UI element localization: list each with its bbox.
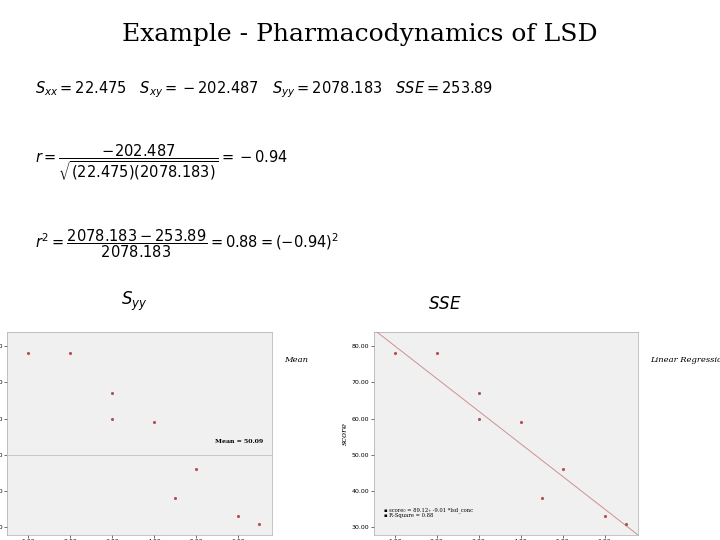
Point: [64, 349, 76, 358]
Point: [22, 349, 34, 358]
Text: $r = \dfrac{-202.487}{\sqrt{(22.475)(2078.183)}} = -0.94$: $r = \dfrac{-202.487}{\sqrt{(22.475)(207…: [35, 143, 289, 183]
Point: [431, 349, 442, 358]
Point: [473, 414, 485, 423]
Point: [169, 494, 181, 503]
Point: [620, 519, 631, 528]
Text: $S_{yy}$: $S_{yy}$: [121, 289, 148, 313]
Point: [253, 519, 265, 528]
Point: [599, 512, 611, 521]
Y-axis label: score: score: [341, 422, 349, 444]
Text: Example - Pharmacodynamics of LSD: Example - Pharmacodynamics of LSD: [122, 23, 598, 45]
Point: [190, 465, 202, 474]
Point: [233, 512, 244, 521]
Text: Mean = 50.09: Mean = 50.09: [215, 440, 264, 444]
Point: [148, 418, 160, 427]
Text: $r^{2} = \dfrac{2078.183 - 253.89}{2078.183} = 0.88 = (-0.94)^{2}$: $r^{2} = \dfrac{2078.183 - 253.89}{2078.…: [35, 228, 339, 260]
Point: [107, 389, 118, 397]
Text: Mean: Mean: [284, 356, 308, 364]
Point: [557, 465, 568, 474]
Point: [107, 414, 118, 423]
Text: Linear Regression: Linear Regression: [650, 356, 720, 364]
Text: $SSE$: $SSE$: [428, 296, 462, 313]
Point: [389, 349, 400, 358]
Point: [515, 418, 526, 427]
Text: $S_{xx} = 22.475$   $S_{xy} = -202.487$   $S_{yy} = 2078.183$   $SSE = 253.89$: $S_{xx} = 22.475$ $S_{xy} = -202.487$ $S…: [35, 79, 494, 100]
Point: [473, 389, 485, 397]
Text: ▪ score₀ = 89.12₊ -9.01 *lsd_conc
▪ R-Square = 0.88: ▪ score₀ = 89.12₊ -9.01 *lsd_conc ▪ R-Sq…: [384, 507, 473, 518]
Point: [536, 494, 547, 503]
